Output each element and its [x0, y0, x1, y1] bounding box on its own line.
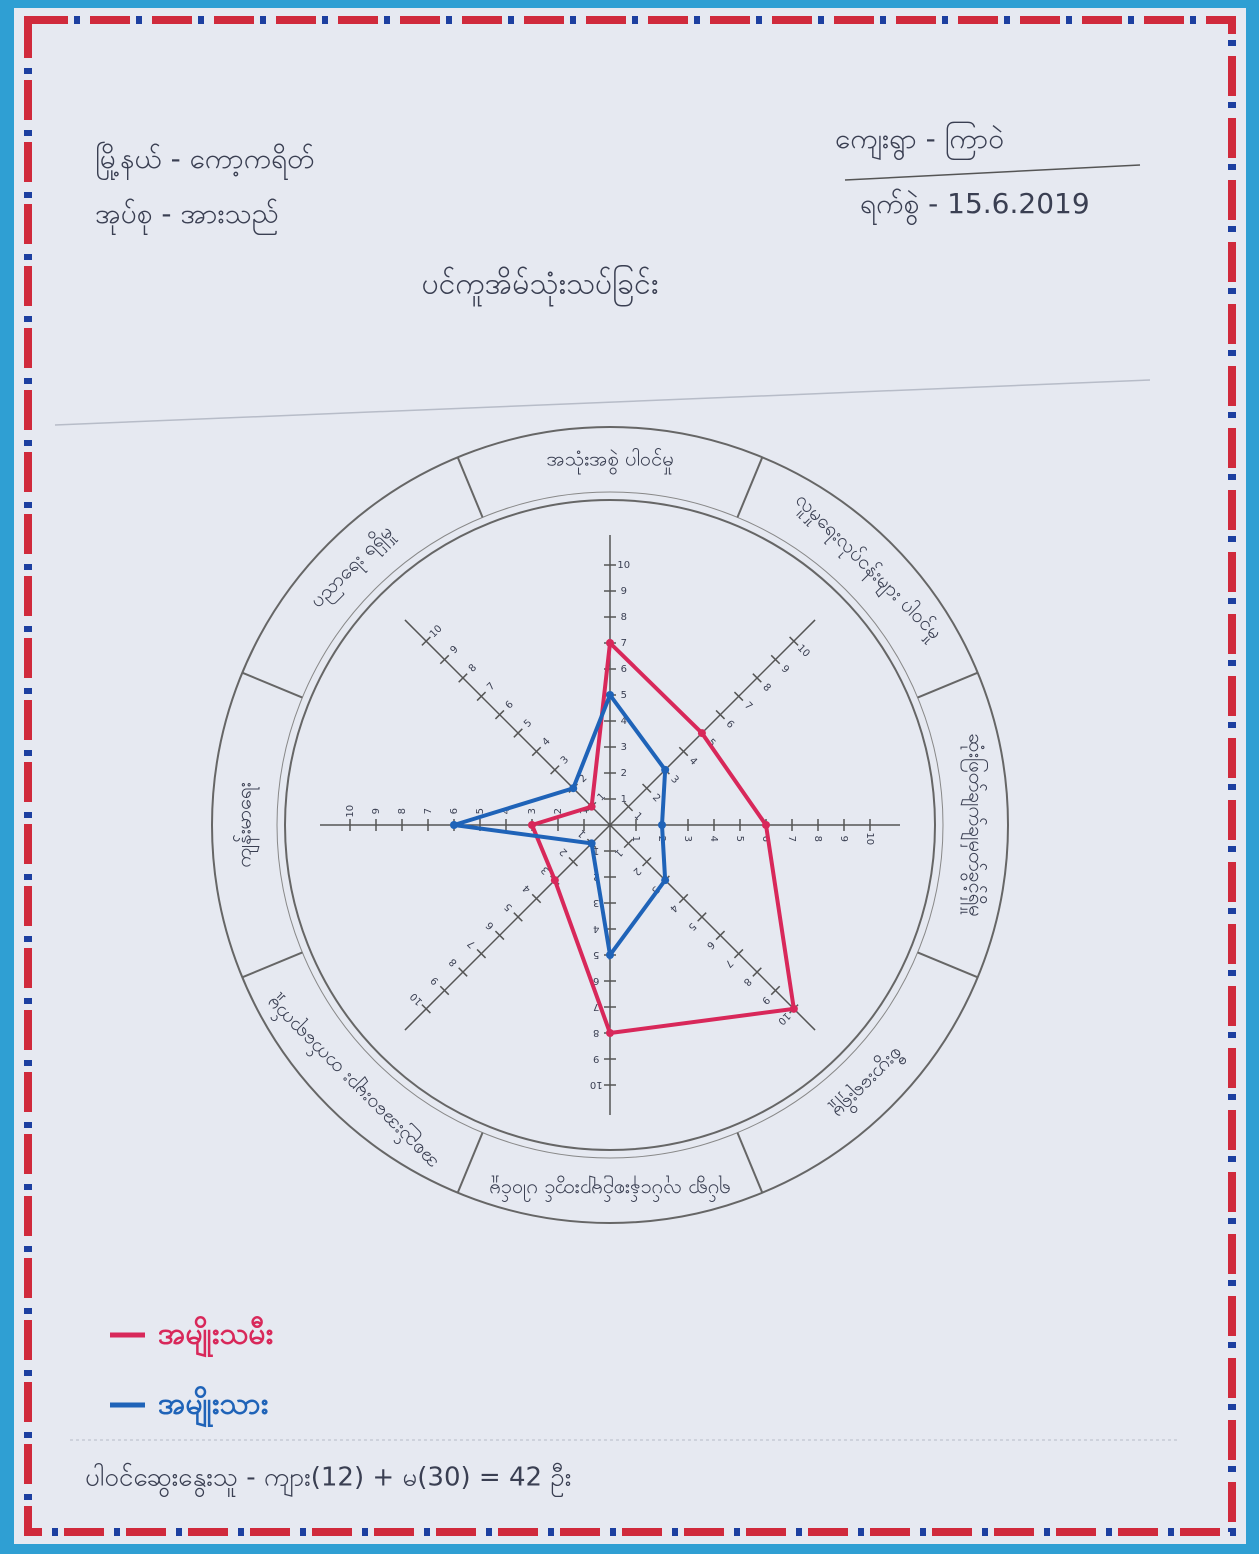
data-point	[569, 784, 577, 792]
data-point	[588, 839, 596, 847]
data-point	[606, 639, 614, 647]
township: မြို့နယ် - ကော့ကရိတ်	[95, 140, 315, 181]
village: ကျေးရွာ - ကြာဝဲ	[835, 120, 1004, 161]
participants: ပါဝင်ဆွေးနွေးသူ - ကျား(12) + မ(30) = 42 …	[85, 1462, 571, 1498]
data-point	[661, 876, 669, 884]
tick-label: 3	[682, 836, 693, 842]
tick-label: 9	[838, 836, 849, 842]
data-point	[661, 766, 669, 774]
tick-label: 6	[449, 808, 460, 814]
tick-label: 7	[786, 836, 797, 842]
axis-label: အသုံးအစွဲ ပါဝင်မှု	[546, 447, 673, 475]
tick-label: 6	[621, 664, 627, 675]
tick-label: 3	[527, 808, 538, 814]
data-point	[658, 821, 666, 829]
tick-label: 5	[593, 949, 599, 960]
data-point	[606, 691, 614, 699]
axis-label: ဆုံးဖြတ်ချက်ချမှတ်ခွင့်ရှိမှု	[961, 733, 989, 916]
tick-label: 9	[621, 586, 627, 597]
tick-label: 2	[621, 768, 627, 779]
axis-label: ကျန်းမာရေး	[232, 782, 260, 867]
tick-label: 5	[734, 836, 745, 842]
tick-label: 10	[864, 832, 875, 845]
tick-label: 8	[812, 836, 823, 842]
tick-label: 2	[553, 808, 564, 814]
tick-label: 8	[621, 612, 627, 623]
tick-label: 9	[593, 1053, 599, 1064]
tick-label: 7	[423, 808, 434, 814]
tick-label: 10	[590, 1079, 603, 1090]
data-point	[450, 821, 458, 829]
tick-label: 4	[708, 836, 719, 842]
tick-label: 7	[621, 638, 627, 649]
paper	[14, 8, 1246, 1544]
axis-label: ရပ်ရွာ လုပ်ငန်းစဉ်များတွင် ပါဝင်မှု	[489, 1176, 730, 1204]
tick-label: 3	[621, 742, 627, 753]
tick-label: 9	[371, 808, 382, 814]
tick-label: 8	[593, 1027, 599, 1038]
tick-label: 10	[345, 805, 356, 818]
data-point	[606, 951, 614, 959]
data-point	[551, 876, 559, 884]
tick-label: 10	[617, 560, 630, 571]
data-point	[588, 803, 596, 811]
data-point	[528, 821, 536, 829]
tick-label: 8	[397, 808, 408, 814]
data-point	[606, 1029, 614, 1037]
data-point	[790, 1005, 798, 1013]
tick-label: 5	[475, 808, 486, 814]
page: မြို့နယ် - ကော့ကရိတ် အုပ်စု - အားသည် ကျေ…	[0, 0, 1259, 1554]
tick-label: 5	[621, 690, 627, 701]
chart-title: ပင်ကူအိမ်သုံးသပ်ခြင်း	[422, 265, 659, 308]
tick-label: 3	[593, 897, 599, 908]
data-point	[762, 821, 770, 829]
tick-label: 4	[593, 923, 599, 934]
data-point	[698, 729, 706, 737]
